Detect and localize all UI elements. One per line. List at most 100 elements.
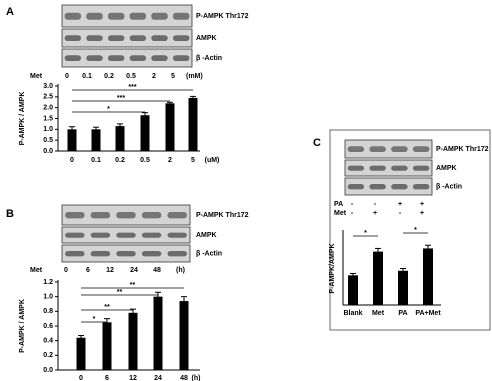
blot-band — [116, 212, 136, 219]
lane-label: 6 — [86, 267, 90, 274]
bar — [91, 129, 101, 151]
panel-letter: A — [6, 6, 14, 18]
lane-unit: (mM) — [186, 73, 203, 80]
x-tick-label: 0.5 — [140, 157, 150, 164]
x-tick-label: 0.2 — [115, 157, 125, 164]
bar — [128, 312, 138, 370]
blot-band — [107, 12, 125, 20]
blot-band — [107, 35, 125, 42]
treatment-sign: - — [374, 201, 377, 208]
y-tick-label: 3.0 — [43, 83, 53, 90]
blot-band — [64, 35, 82, 42]
blot-band — [65, 250, 85, 257]
bar — [102, 322, 112, 370]
y-tick-label: 2.5 — [43, 94, 53, 101]
y-tick-label: 0.0 — [43, 148, 53, 155]
blot-strip — [344, 159, 433, 177]
bar — [165, 103, 175, 151]
blot-band — [369, 146, 386, 153]
x-tick-label: 24 — [154, 375, 162, 381]
bar — [76, 337, 86, 370]
blot-band — [412, 165, 430, 171]
blot-strip — [61, 28, 193, 48]
x-tick-label: Met — [372, 310, 385, 317]
treatment-sign: + — [420, 201, 424, 208]
y-tick-label: 0.6 — [43, 323, 53, 330]
y-axis-label: P-AMPK / AMPK — [19, 92, 26, 146]
blot-band — [391, 183, 408, 190]
blot-band — [116, 232, 136, 238]
bar — [398, 270, 408, 305]
blot-strip — [61, 4, 193, 28]
y-tick-label: 0.8 — [43, 308, 53, 315]
blot-band — [141, 250, 162, 257]
blot-band — [65, 212, 85, 219]
treatment-sign: + — [373, 210, 377, 217]
y-tick-label: 2.0 — [43, 105, 53, 112]
x-tick-label: PA+Met — [415, 310, 441, 317]
blot-band — [151, 35, 168, 42]
treatment-name: PA — [334, 201, 343, 208]
x-tick-label: 6 — [105, 375, 109, 381]
panel-c-frame — [329, 129, 491, 331]
blot-label: AMPK — [196, 232, 217, 239]
blot-band — [167, 250, 187, 257]
y-tick-label: 0.5 — [43, 137, 53, 144]
significance-label: * — [364, 230, 367, 237]
blot-band — [391, 146, 408, 153]
blot-strip — [61, 48, 193, 68]
blot-band — [116, 250, 136, 257]
x-tick-label: 0 — [70, 157, 74, 164]
blot-band — [107, 55, 125, 62]
lane-label: 0.5 — [126, 73, 136, 80]
lane-label: 0 — [65, 73, 69, 80]
significance-label: ** — [117, 289, 123, 296]
treatment-sign: - — [351, 201, 354, 208]
lane-label: 48 — [153, 267, 161, 274]
blot-label: AMPK — [196, 35, 217, 42]
blot-band — [151, 12, 168, 20]
x-tick-label: PA — [398, 310, 407, 317]
y-tick-label: 1.0 — [43, 126, 53, 133]
blot-label: β -Actin — [196, 250, 222, 257]
blot-band — [347, 183, 365, 190]
blot-band — [129, 12, 147, 20]
x-unit: (uM) — [205, 157, 220, 164]
blot-band — [347, 146, 365, 153]
blot-band — [369, 183, 386, 190]
lane-title: Met — [30, 73, 43, 80]
y-tick-label: 1.0 — [43, 294, 53, 301]
blot-band — [86, 35, 103, 42]
x-tick-label: 48 — [180, 375, 188, 381]
blot-band — [90, 250, 111, 257]
blot-band — [64, 12, 82, 20]
bar — [153, 296, 163, 370]
x-tick-label: 0 — [79, 375, 83, 381]
blot-strip — [344, 139, 433, 159]
x-tick-label: 5 — [191, 157, 195, 164]
blot-band — [129, 55, 147, 62]
lane-label: 12 — [106, 267, 114, 274]
lane-label: 0.2 — [104, 73, 114, 80]
x-unit: (h) — [192, 375, 201, 381]
lane-label: 0.1 — [82, 73, 92, 80]
blot-band — [86, 12, 103, 20]
bar — [373, 251, 383, 305]
blot-label: P-AMPK Thr172 — [196, 212, 249, 219]
blot-band — [64, 55, 82, 62]
bar — [188, 97, 198, 151]
blot-band — [65, 232, 85, 238]
x-tick-label: Blank — [343, 310, 362, 317]
blot-band — [151, 55, 168, 62]
significance-label: * — [93, 316, 96, 323]
significance-label: * — [414, 227, 417, 234]
bar — [140, 115, 150, 151]
blot-band — [347, 165, 365, 171]
blot-band — [172, 12, 190, 20]
significance-label: ** — [104, 304, 110, 311]
blot-label: P-AMPK Thr172 — [436, 146, 489, 153]
panel-letter: C — [313, 137, 321, 149]
treatment-sign: + — [398, 201, 402, 208]
blot-band — [141, 212, 162, 219]
